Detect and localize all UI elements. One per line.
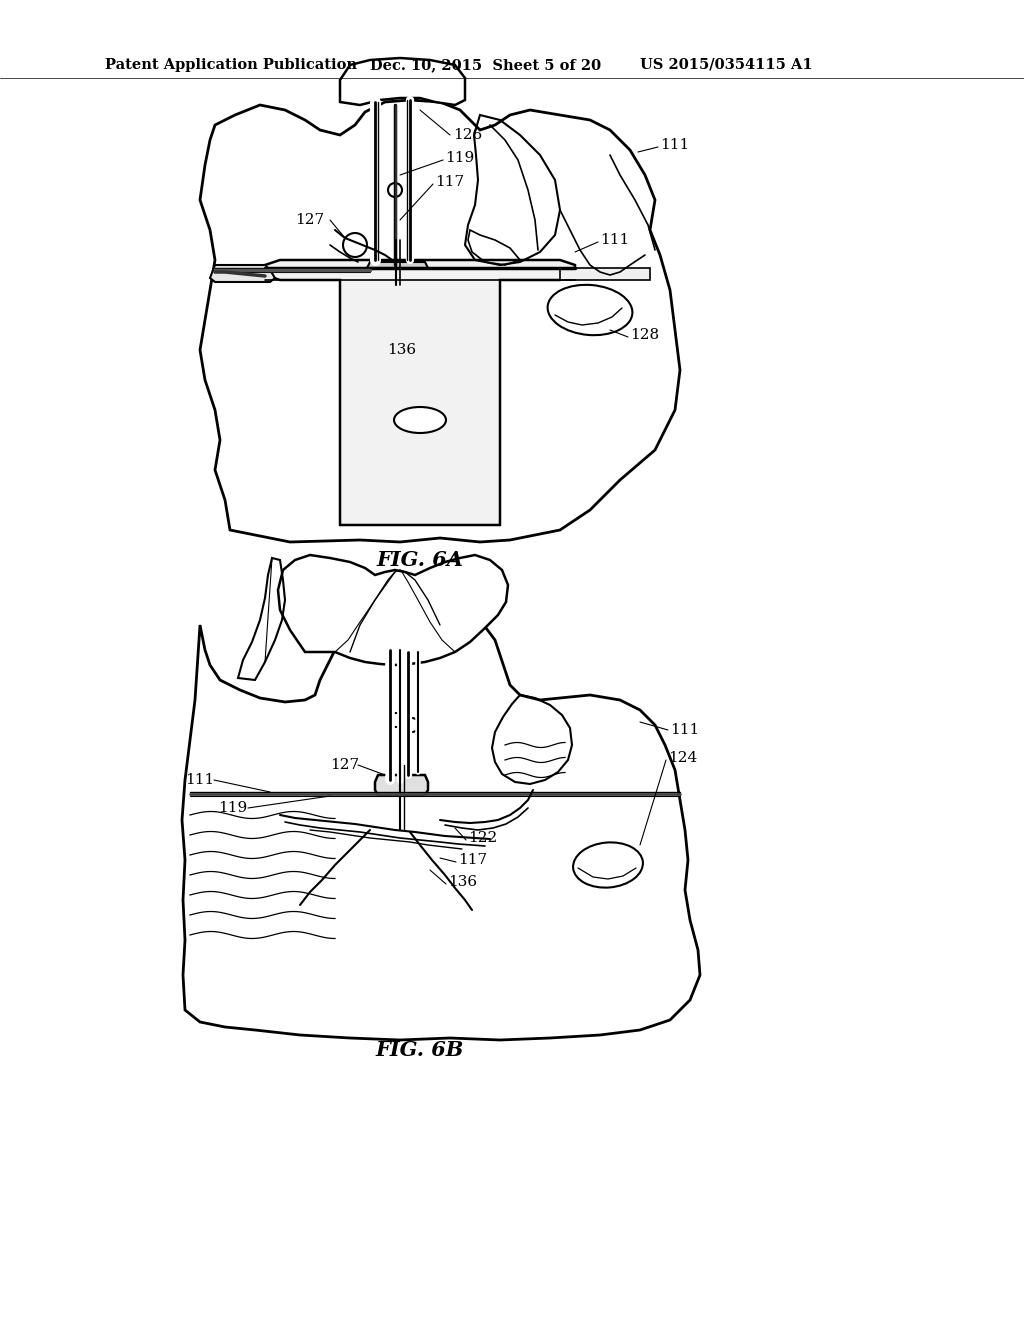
Polygon shape: [278, 554, 508, 665]
Text: 111: 111: [600, 234, 630, 247]
Polygon shape: [560, 268, 650, 280]
Text: 122: 122: [468, 832, 498, 845]
Text: 127: 127: [295, 213, 325, 227]
Polygon shape: [265, 260, 575, 525]
Text: FIG. 6B: FIG. 6B: [376, 1040, 464, 1060]
Circle shape: [406, 718, 419, 733]
Text: Dec. 10, 2015  Sheet 5 of 20: Dec. 10, 2015 Sheet 5 of 20: [370, 58, 601, 73]
Text: 117: 117: [458, 853, 487, 867]
Ellipse shape: [548, 285, 633, 335]
Polygon shape: [200, 100, 680, 543]
Text: 111: 111: [660, 139, 689, 152]
Text: 111: 111: [185, 774, 214, 787]
Text: FIG. 6A: FIG. 6A: [377, 550, 464, 570]
Text: US 2015/0354115 A1: US 2015/0354115 A1: [640, 58, 813, 73]
Polygon shape: [375, 775, 428, 795]
Polygon shape: [210, 265, 275, 282]
Text: 111: 111: [670, 723, 699, 737]
Circle shape: [389, 713, 403, 727]
Text: 127: 127: [330, 758, 359, 772]
Ellipse shape: [394, 407, 446, 433]
Text: 128: 128: [630, 327, 659, 342]
Text: 136: 136: [449, 875, 477, 888]
Text: 119: 119: [445, 150, 474, 165]
Polygon shape: [367, 261, 428, 268]
Text: 126: 126: [453, 128, 482, 143]
Circle shape: [343, 234, 367, 257]
Circle shape: [388, 183, 402, 197]
Polygon shape: [340, 58, 465, 106]
Text: 124: 124: [668, 751, 697, 766]
Text: 119: 119: [218, 801, 247, 814]
Text: Patent Application Publication: Patent Application Publication: [105, 58, 357, 73]
Text: 117: 117: [435, 176, 464, 189]
Polygon shape: [182, 595, 700, 1040]
Ellipse shape: [573, 842, 643, 887]
Text: 136: 136: [387, 343, 416, 356]
